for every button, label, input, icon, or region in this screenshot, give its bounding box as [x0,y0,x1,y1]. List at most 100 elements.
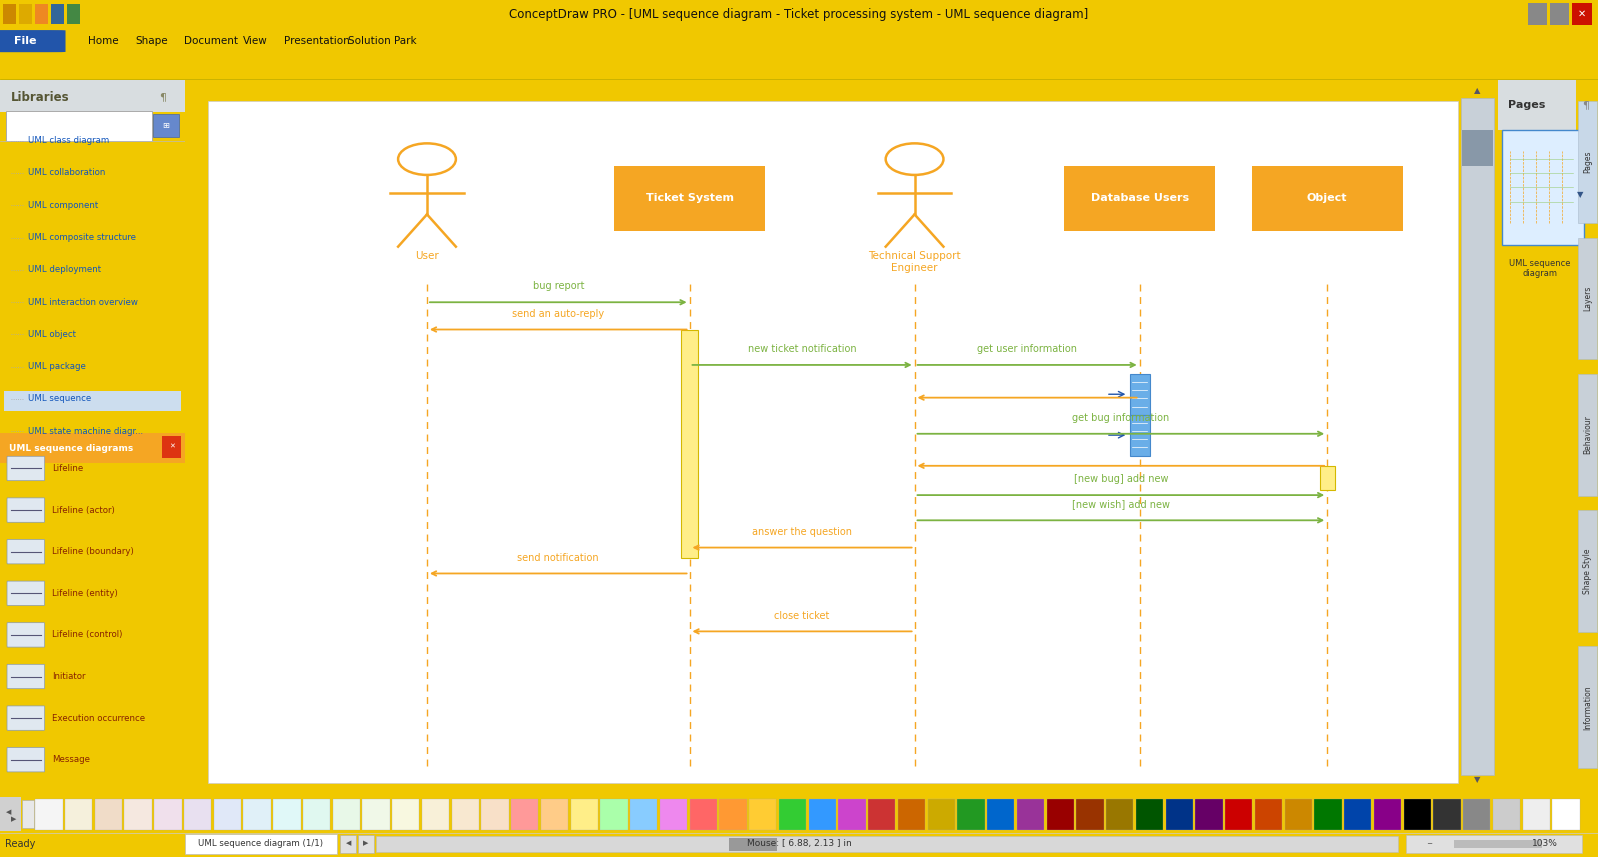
FancyBboxPatch shape [214,799,241,830]
FancyBboxPatch shape [66,799,93,830]
FancyBboxPatch shape [1577,510,1596,632]
Text: Information: Information [1584,685,1592,729]
Text: Shape Style: Shape Style [1584,548,1592,594]
Text: 103%: 103% [1532,839,1558,848]
FancyBboxPatch shape [601,799,628,830]
Text: Document: Document [184,36,238,46]
FancyBboxPatch shape [481,799,508,830]
Text: UML sequence: UML sequence [27,394,91,404]
Text: Execution occurrence: Execution occurrence [51,714,145,722]
FancyBboxPatch shape [1344,799,1371,830]
FancyBboxPatch shape [540,799,569,830]
FancyBboxPatch shape [51,4,64,24]
FancyBboxPatch shape [1195,799,1222,830]
FancyBboxPatch shape [1550,3,1569,26]
FancyBboxPatch shape [778,799,807,830]
FancyBboxPatch shape [1433,799,1461,830]
FancyBboxPatch shape [1047,799,1074,830]
FancyBboxPatch shape [340,835,356,854]
Text: UML component: UML component [27,201,97,210]
FancyBboxPatch shape [1285,799,1312,830]
FancyBboxPatch shape [749,799,777,830]
FancyBboxPatch shape [839,799,866,830]
FancyBboxPatch shape [614,166,765,231]
FancyBboxPatch shape [927,799,956,830]
FancyBboxPatch shape [1462,130,1493,165]
Text: Libraries: Libraries [11,91,70,105]
Text: User: User [415,251,439,261]
FancyBboxPatch shape [392,799,420,830]
FancyBboxPatch shape [163,436,181,458]
FancyBboxPatch shape [1077,799,1104,830]
Text: UML sequence diagrams: UML sequence diagrams [10,444,134,452]
Text: Home: Home [88,36,118,46]
FancyBboxPatch shape [304,799,331,830]
FancyBboxPatch shape [1374,799,1401,830]
Text: UML sequence diagram (1/1): UML sequence diagram (1/1) [198,839,323,848]
Text: ◀: ◀ [6,809,11,816]
Text: get user information: get user information [976,345,1077,354]
FancyBboxPatch shape [1130,415,1149,456]
Text: Layers: Layers [1584,285,1592,311]
Text: ✕: ✕ [1577,9,1587,19]
Text: ▶: ▶ [363,841,369,847]
FancyBboxPatch shape [1106,799,1133,830]
FancyBboxPatch shape [6,456,45,481]
FancyBboxPatch shape [1577,237,1596,359]
FancyBboxPatch shape [6,706,45,730]
FancyBboxPatch shape [1064,166,1214,231]
Text: UML deployment: UML deployment [27,266,101,274]
FancyBboxPatch shape [35,4,48,24]
FancyBboxPatch shape [35,800,46,828]
Text: ✕: ✕ [169,444,174,450]
Text: Lifeline: Lifeline [51,464,83,473]
FancyBboxPatch shape [6,623,45,647]
Text: Initiator: Initiator [51,672,85,681]
FancyBboxPatch shape [1226,799,1253,830]
FancyBboxPatch shape [0,30,66,52]
Text: Lifeline (actor): Lifeline (actor) [51,506,115,514]
FancyBboxPatch shape [690,799,718,830]
Text: UML class diagram: UML class diagram [27,136,109,145]
FancyBboxPatch shape [48,800,59,828]
FancyBboxPatch shape [630,799,657,830]
Text: ─: ─ [1427,841,1432,847]
FancyBboxPatch shape [1572,3,1592,26]
FancyBboxPatch shape [6,111,152,141]
Text: send an auto-reply: send an auto-reply [513,309,604,319]
FancyBboxPatch shape [153,799,182,830]
Text: ¶: ¶ [158,93,166,103]
Text: UML interaction overview: UML interaction overview [27,297,137,307]
FancyBboxPatch shape [1523,799,1550,830]
FancyBboxPatch shape [681,329,698,558]
FancyBboxPatch shape [208,101,1459,782]
FancyBboxPatch shape [809,799,836,830]
Text: ◀: ◀ [345,841,352,847]
FancyBboxPatch shape [1577,101,1596,223]
Text: UML composite structure: UML composite structure [27,233,136,242]
FancyBboxPatch shape [0,80,185,112]
Text: send notification: send notification [518,553,599,563]
Text: UML sequence
diagram: UML sequence diagram [1509,259,1571,279]
Text: ▲: ▲ [1473,86,1480,95]
Text: Solution Park: Solution Park [348,36,417,46]
FancyBboxPatch shape [1464,799,1491,830]
Text: Lifeline (entity): Lifeline (entity) [51,589,117,598]
Text: Ticket System: Ticket System [646,194,733,203]
FancyBboxPatch shape [1461,98,1494,776]
FancyBboxPatch shape [422,799,449,830]
Text: [new wish] add new: [new wish] add new [1072,500,1170,510]
FancyBboxPatch shape [363,799,390,830]
FancyBboxPatch shape [94,799,121,830]
FancyBboxPatch shape [719,799,746,830]
FancyBboxPatch shape [6,581,45,606]
Text: get bug information: get bug information [1072,413,1170,423]
FancyBboxPatch shape [1577,374,1596,495]
Text: File: File [14,36,37,46]
FancyBboxPatch shape [67,4,80,24]
FancyBboxPatch shape [358,835,374,854]
FancyBboxPatch shape [3,391,181,411]
FancyBboxPatch shape [511,799,539,830]
Text: Shape: Shape [136,36,168,46]
FancyBboxPatch shape [332,799,360,830]
